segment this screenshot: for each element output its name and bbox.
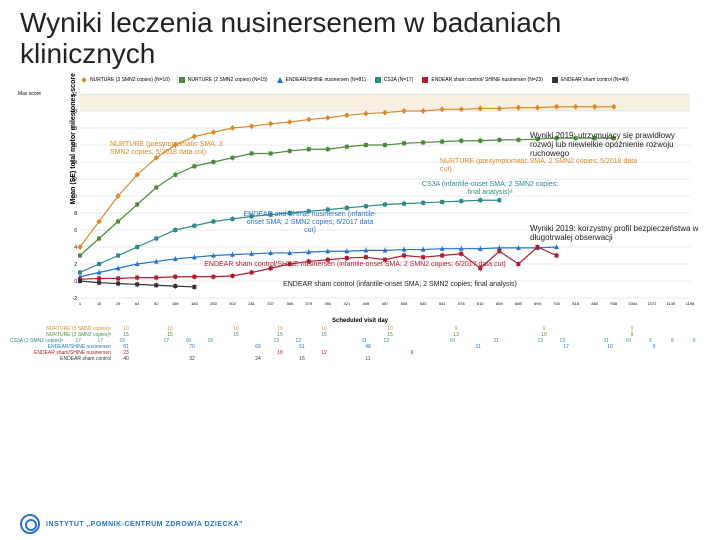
svg-text:700: 700 xyxy=(553,301,560,306)
legend-item: NURTURE (2 SMN2 copies) (N=15) xyxy=(178,76,268,84)
svg-text:1072: 1072 xyxy=(647,301,657,306)
svg-text:505: 505 xyxy=(401,301,408,306)
annotation-endear-sham: ENDEAR sham control/SHINE nusinersen (in… xyxy=(190,261,520,269)
annotation-endear-mid: ENDEAR and SHINE nusinersen (infantile-o… xyxy=(240,211,380,236)
svg-text:1198: 1198 xyxy=(686,301,695,306)
table-row: ENDEAR sham control4032241611 xyxy=(10,356,700,362)
annotation-wyniki-bottom: Wyniki 2019: korzystny profil bezpieczeń… xyxy=(530,224,700,242)
svg-text:15: 15 xyxy=(97,301,102,306)
page-title: Wyniki leczenia nusinersenem w badaniach… xyxy=(0,0,720,74)
chart-area: Max score Mean (SE) total motor mileston… xyxy=(50,86,700,316)
svg-text:938: 938 xyxy=(610,301,617,306)
svg-text:-2: -2 xyxy=(73,296,78,302)
svg-text:449: 449 xyxy=(363,301,370,306)
legend-item: CS3A (N=17) xyxy=(374,76,414,84)
svg-text:541: 541 xyxy=(439,301,446,306)
svg-text:64: 64 xyxy=(135,301,140,306)
svg-text:379: 379 xyxy=(305,301,312,306)
annotation-cs3a: CS3A (infantile-onset SMA; 2 SMN2 copies… xyxy=(420,181,560,198)
svg-text:883: 883 xyxy=(591,301,598,306)
svg-text:169: 169 xyxy=(172,301,179,306)
footer-text: INSTYTUT „POMNIK-CENTRUM ZDROWIA DZIECKA… xyxy=(46,521,243,528)
svg-text:610: 610 xyxy=(477,301,484,306)
svg-text:6: 6 xyxy=(74,228,77,234)
svg-text:0: 0 xyxy=(74,279,77,285)
svg-text:659: 659 xyxy=(496,301,503,306)
svg-text:253: 253 xyxy=(210,301,217,306)
svg-text:2: 2 xyxy=(74,262,77,268)
annotation-sham: ENDEAR sham control (infantile-onset SMA… xyxy=(250,281,550,289)
legend-item: ENDEAR sham control/ SHINE nusinersen (N… xyxy=(421,76,543,84)
svg-text:457: 457 xyxy=(382,301,389,306)
annotation-nurture-mid: NURTURE (presymptomatic SMA; 2 SMN2 copi… xyxy=(440,158,640,175)
x-axis-label: Scheduled visit day xyxy=(0,318,720,324)
y-axis-label: Mean (SE) total motor milestones score xyxy=(70,73,77,204)
svg-text:92: 92 xyxy=(154,301,159,306)
legend-item: ENDEAR/SHINE nusinersen (N=81) xyxy=(276,76,366,84)
footer-logo-icon xyxy=(20,514,40,534)
svg-text:29: 29 xyxy=(116,301,121,306)
max-score-label: Max score xyxy=(18,91,41,97)
svg-text:694: 694 xyxy=(534,301,541,306)
svg-text:540: 540 xyxy=(420,301,427,306)
legend-item: ENDEAR sham control (N=40) xyxy=(551,76,629,84)
svg-text:1135: 1135 xyxy=(667,301,676,306)
annotation-wyniki-top: Wyniki 2019: utrzymujący się prawidłowy … xyxy=(530,131,700,158)
svg-text:8: 8 xyxy=(74,211,77,217)
svg-text:818: 818 xyxy=(572,301,579,306)
svg-text:4: 4 xyxy=(74,245,77,251)
svg-text:689: 689 xyxy=(515,301,522,306)
svg-text:578: 578 xyxy=(458,301,465,306)
svg-text:394: 394 xyxy=(324,301,331,306)
svg-text:302: 302 xyxy=(229,301,236,306)
chart-legend: NURTURE (3 SMN2 copies) (N=10) NURTURE (2… xyxy=(0,74,720,86)
svg-text:337: 337 xyxy=(267,301,274,306)
annotation-nurture-top: NURTURE (presymptomatic SMA; 3 SMN2 copi… xyxy=(110,141,240,158)
data-table: NURTURE (3 SMN2 copies)ᵃ101010101010999N… xyxy=(10,326,700,362)
svg-text:1: 1 xyxy=(79,301,82,306)
svg-text:183: 183 xyxy=(191,301,198,306)
svg-text:1004: 1004 xyxy=(628,301,638,306)
footer: INSTYTUT „POMNIK-CENTRUM ZDROWIA DZIECKA… xyxy=(20,514,243,534)
legend-item: NURTURE (3 SMN2 copies) (N=10) xyxy=(80,76,170,84)
svg-text:365: 365 xyxy=(286,301,293,306)
svg-text:281: 281 xyxy=(248,301,255,306)
svg-text:421: 421 xyxy=(344,301,351,306)
